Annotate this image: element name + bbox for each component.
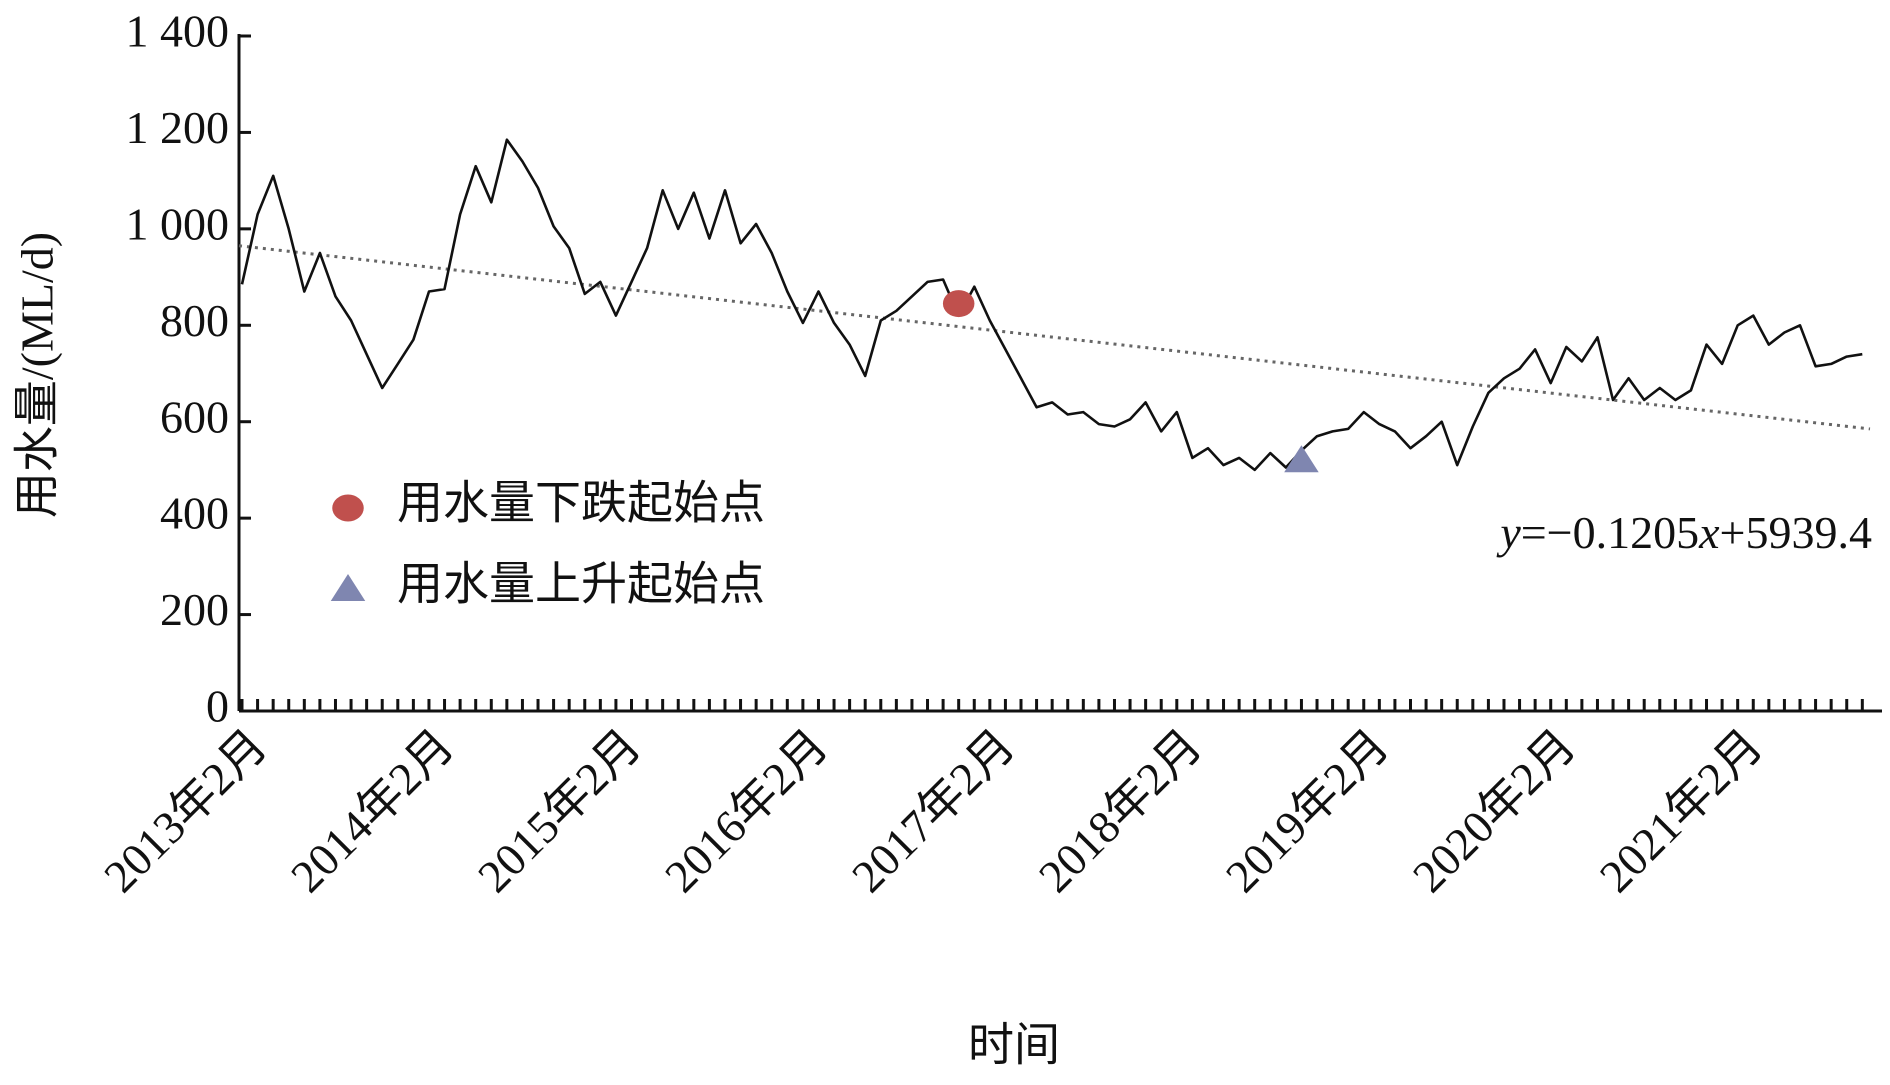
y-tick-label: 200 — [160, 584, 229, 635]
x-tick-label: 2013年2月 — [94, 719, 276, 901]
legend-label: 用水量下跌起始点 — [397, 478, 765, 529]
x-tick-label: 2019年2月 — [1216, 719, 1398, 901]
x-tick-label: 2014年2月 — [281, 719, 463, 901]
y-axis-label: 用水量/(ML/d) — [12, 232, 63, 518]
data-line — [240, 138, 1863, 472]
equation-part: =−0.1205 — [1521, 507, 1699, 558]
legend-label: 用水量上升起始点 — [397, 559, 765, 610]
x-tick-label: 2018年2月 — [1029, 719, 1211, 901]
x-tick-label: 2020年2月 — [1403, 719, 1585, 901]
legend-symbol — [332, 494, 364, 522]
x-tick-label: 2016年2月 — [655, 719, 837, 901]
trend-equation: y=−0.1205x+5939.4 — [1496, 507, 1872, 558]
y-tick-label: 400 — [160, 488, 229, 539]
y-tick-label: 1 000 — [126, 198, 230, 249]
equation-part: +5939.4 — [1720, 507, 1872, 558]
y-tick-label: 0 — [206, 681, 229, 732]
marker-point — [1284, 445, 1319, 473]
x-axis-label: 时间 — [968, 1020, 1060, 1071]
trend-line — [238, 244, 1871, 431]
legend-symbol — [330, 574, 366, 601]
x-tick-label: 2015年2月 — [468, 719, 650, 901]
y-tick-label: 1 400 — [126, 6, 230, 57]
x-tick-label: 2017年2月 — [842, 719, 1024, 901]
y-tick-label: 1 200 — [126, 102, 230, 153]
equation-part: y — [1496, 507, 1521, 558]
equation-part: x — [1698, 507, 1720, 558]
y-tick-label: 600 — [160, 391, 229, 442]
marker-point — [942, 290, 975, 318]
x-tick-label: 2021年2月 — [1590, 719, 1772, 901]
y-tick-label: 800 — [160, 295, 229, 346]
